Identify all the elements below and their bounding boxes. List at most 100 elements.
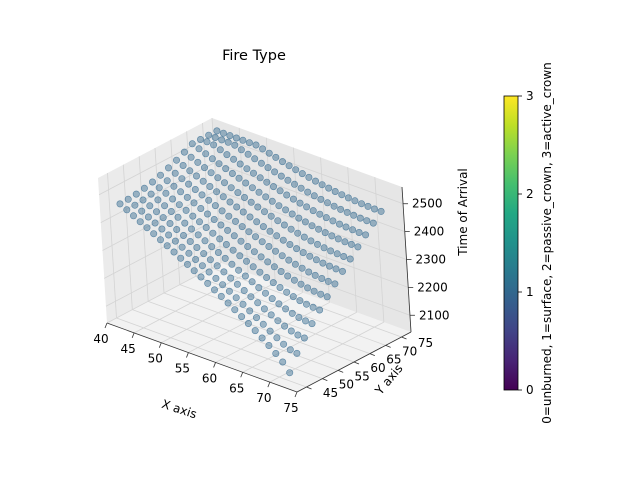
scatter-point — [178, 175, 186, 183]
scatter-point — [214, 174, 222, 182]
grid-line-y — [148, 300, 339, 371]
scatter-point — [369, 219, 377, 227]
y-tick-mark — [401, 336, 407, 340]
scatter-point — [243, 257, 251, 265]
scatter-point — [273, 232, 281, 240]
scatter-point — [267, 311, 275, 319]
scatter-points — [116, 127, 385, 377]
scatter-point — [283, 191, 291, 199]
scatter-point — [157, 236, 165, 244]
scatter-point — [202, 224, 210, 232]
scatter-point — [268, 197, 276, 205]
scatter-point — [208, 155, 216, 163]
scatter-point — [246, 307, 254, 315]
scatter-point — [266, 327, 274, 335]
scatter-point — [219, 129, 227, 137]
scatter-point — [302, 300, 310, 308]
scatter-point — [310, 287, 318, 295]
scatter-point — [235, 266, 243, 274]
scatter-point — [211, 134, 219, 142]
scatter-point — [280, 221, 288, 229]
x-tick-mark — [267, 381, 271, 388]
scatter-point — [278, 158, 286, 166]
scatter-point — [263, 178, 271, 186]
scatter-point — [354, 243, 362, 251]
scatter-point — [296, 199, 304, 207]
scatter-point — [309, 303, 317, 311]
z-tick-label: 2100 — [419, 308, 450, 322]
scatter-point — [312, 256, 320, 264]
grid-line-z — [102, 190, 217, 251]
scatter-point — [252, 233, 260, 241]
scatter-point — [272, 153, 280, 161]
scatter-point — [317, 195, 325, 203]
scatter-point — [335, 220, 343, 228]
scatter-point — [284, 272, 292, 280]
scatter-point — [322, 214, 330, 222]
scatter-point — [246, 213, 254, 221]
scatter-point — [224, 138, 232, 146]
scatter-point — [194, 231, 202, 239]
scatter-point — [239, 136, 247, 144]
scatter-point — [248, 278, 256, 286]
scatter-point — [317, 290, 325, 298]
scatter-point — [263, 273, 271, 281]
scatter-point — [166, 220, 174, 228]
scatter-point — [190, 267, 198, 275]
scatter-point — [226, 132, 234, 140]
scatter-point — [237, 146, 245, 154]
chart-title: Fire Type — [222, 48, 286, 64]
scatter-point — [285, 162, 293, 170]
scatter-point — [206, 256, 214, 264]
scatter-point — [245, 228, 253, 236]
scatter-point — [286, 369, 294, 377]
scatter-point — [188, 225, 196, 233]
scatter-point — [323, 199, 331, 207]
scatter-point — [185, 249, 193, 257]
x-tick-mark — [240, 372, 244, 378]
y-tick-label: 55 — [355, 369, 370, 383]
scatter-point — [251, 155, 259, 163]
scatter-point — [211, 286, 219, 294]
scatter-point — [201, 164, 209, 172]
scatter-point — [325, 262, 333, 270]
y-tick-mark — [353, 361, 360, 365]
scatter-point — [242, 179, 250, 187]
scatter-point — [301, 218, 309, 226]
scatter-point — [171, 237, 179, 245]
scatter-point — [219, 281, 227, 289]
scatter-point — [299, 249, 307, 257]
scatter-point — [288, 210, 296, 218]
grid-line-z — [98, 134, 214, 196]
scatter-point — [207, 169, 215, 177]
scatter-point — [217, 221, 225, 229]
grid-line-z — [104, 218, 219, 279]
scatter-point — [331, 280, 339, 288]
scatter-point — [237, 237, 245, 245]
scatter-point — [149, 178, 157, 186]
scatter-point — [300, 233, 308, 241]
scatter-point — [153, 208, 161, 216]
scatter-point — [183, 193, 191, 201]
scatter-point — [169, 195, 177, 203]
scatter-point — [196, 218, 204, 226]
scatter-point — [265, 341, 273, 349]
scatter-point — [187, 153, 195, 161]
scatter-point — [146, 202, 154, 210]
scatter-point — [294, 229, 302, 237]
scatter-point — [226, 198, 234, 206]
scatter-point — [232, 294, 240, 302]
scatter-point — [254, 203, 262, 211]
scatter-point — [284, 176, 292, 184]
scatter-point — [173, 226, 181, 234]
scatter-point — [289, 293, 297, 301]
scatter-point — [241, 272, 249, 280]
scatter-point — [254, 299, 262, 307]
scatter-point — [307, 237, 315, 245]
scatter-point — [239, 208, 247, 216]
scatter-point — [181, 219, 189, 227]
scatter-point — [293, 245, 301, 253]
grid-line-y — [163, 292, 355, 363]
x-tick-label: 60 — [202, 371, 217, 385]
scatter-point — [286, 346, 294, 354]
